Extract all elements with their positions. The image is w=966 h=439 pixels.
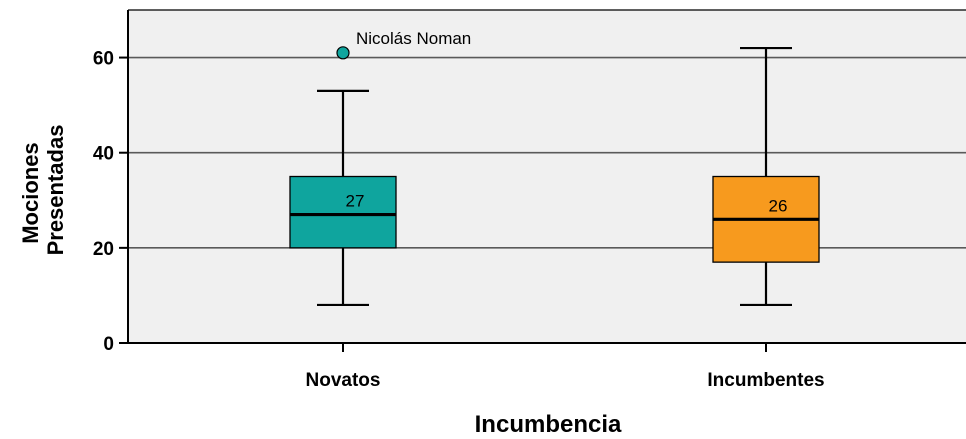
- outlier-point: [336, 46, 350, 60]
- boxes: 27 Nicolás Noman 26: [289, 29, 820, 307]
- y-tick-label: 40: [93, 144, 114, 165]
- x-tick-label: Incumbentes: [707, 370, 824, 391]
- x-tick-label: Novatos: [306, 370, 381, 391]
- y-tick-label: 60: [93, 49, 114, 70]
- plot-area: [128, 10, 966, 343]
- box-novatos: 27 Nicolás Noman: [289, 29, 471, 307]
- y-axis-title: Mociones Presentadas: [18, 125, 68, 256]
- median-label: 26: [769, 196, 788, 215]
- y-axis-title-line-2: Presentadas: [43, 125, 68, 256]
- axes: 0 20 40 60 Novatos Incumbentes: [93, 9, 966, 391]
- iqr-box: [289, 175, 397, 249]
- outlier-label: Nicolás Noman: [356, 29, 471, 48]
- box-incumbentes: 26: [712, 46, 820, 307]
- gridlines: [128, 56, 966, 249]
- y-axis-title-line-1: Mociones: [18, 142, 43, 243]
- x-axis-title: Incumbencia: [475, 411, 622, 438]
- y-tick-label: 20: [93, 239, 114, 260]
- median-label: 27: [346, 192, 365, 211]
- y-tick-label: 0: [103, 334, 114, 355]
